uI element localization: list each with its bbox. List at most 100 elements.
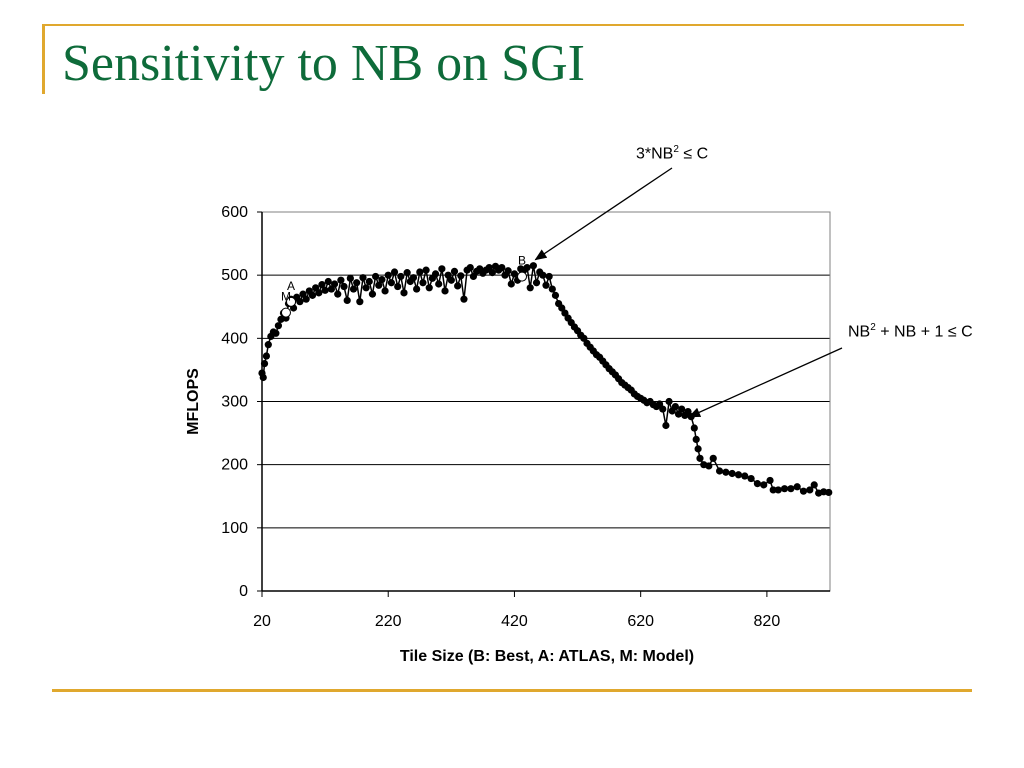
data-point	[324, 277, 332, 286]
data-point	[548, 285, 556, 293]
data-point	[296, 298, 304, 306]
data-point	[356, 298, 364, 306]
data-points	[258, 262, 833, 497]
x-axis-label: Tile Size (B: Best, A: ATLAS, M: Model)	[400, 648, 694, 665]
data-point	[659, 405, 667, 413]
data-point	[760, 481, 768, 489]
annotation-post: ≤ C	[678, 145, 709, 163]
data-point	[705, 462, 713, 470]
data-point	[529, 262, 537, 270]
data-point	[694, 445, 702, 453]
data-point	[741, 472, 749, 480]
data-point	[709, 454, 717, 462]
data-point	[321, 286, 329, 294]
data-point	[438, 265, 446, 273]
data-point	[696, 454, 704, 462]
data-point	[334, 290, 342, 298]
data-point	[272, 329, 280, 337]
data-point	[340, 282, 348, 291]
data-point	[394, 282, 402, 291]
data-point	[728, 469, 736, 478]
data-point	[362, 284, 370, 292]
data-point	[690, 424, 698, 432]
data-point	[747, 474, 755, 483]
data-point	[368, 290, 377, 298]
marker-point	[286, 296, 297, 307]
data-point	[318, 281, 326, 289]
data-point	[264, 341, 272, 349]
data-point	[375, 281, 383, 289]
data-point	[337, 276, 345, 284]
data-point	[780, 485, 789, 493]
data-point	[419, 279, 427, 287]
data-point	[353, 279, 361, 287]
data-point	[793, 483, 801, 491]
data-point	[372, 272, 380, 281]
title-accent-horizontal	[42, 24, 964, 26]
x-tick-label: 220	[375, 613, 402, 630]
data-point	[308, 291, 317, 299]
data-point	[378, 275, 386, 284]
data-point	[551, 291, 560, 299]
data-point	[454, 282, 462, 290]
data-point	[413, 285, 421, 293]
data-point	[259, 373, 267, 382]
data-point	[806, 486, 814, 494]
data-point	[359, 274, 367, 282]
annotation-post: + NB + 1 ≤ C	[875, 323, 973, 341]
data-point	[450, 267, 459, 275]
x-axis-ticks: 20 220 420 620 820	[253, 590, 830, 630]
data-point	[545, 272, 553, 281]
data-point	[769, 486, 777, 494]
annotation-model-constraint: NB2 + NB + 1 ≤ C	[848, 322, 973, 341]
data-point	[774, 486, 782, 494]
y-tick-label: 600	[221, 204, 248, 221]
data-point	[722, 468, 730, 476]
data-point	[460, 295, 468, 303]
annotation-arrow	[534, 167, 673, 261]
data-point	[678, 405, 686, 413]
annotation-sup: 2	[870, 322, 876, 333]
data-point	[665, 397, 673, 406]
marker-label: M	[281, 290, 291, 304]
data-point	[343, 296, 351, 305]
data-point	[425, 284, 433, 292]
data-point	[466, 263, 474, 272]
data-point	[447, 276, 455, 284]
data-point	[400, 289, 408, 297]
data-point	[260, 360, 269, 368]
data-point	[825, 488, 833, 497]
title-accent-vertical	[42, 24, 45, 94]
data-point	[346, 274, 354, 282]
data-point	[504, 267, 512, 275]
data-point	[365, 277, 373, 286]
data-point	[397, 272, 405, 281]
annotation-sup: 2	[673, 144, 679, 155]
data-point	[671, 402, 679, 411]
data-point	[349, 285, 358, 293]
y-tick-label: 0	[239, 583, 248, 600]
data-point	[315, 289, 323, 297]
data-point	[532, 279, 541, 287]
data-point	[507, 280, 515, 288]
y-axis-ticks: 0 100 200 300 400 500 600	[221, 204, 263, 600]
data-point	[488, 269, 496, 277]
y-tick-label: 300	[221, 394, 248, 411]
data-point	[409, 274, 418, 282]
data-point	[753, 480, 762, 488]
data-point	[431, 270, 440, 278]
annotation-pre: 3*NB	[636, 145, 674, 163]
marker-label: A	[287, 279, 295, 293]
data-point	[799, 487, 808, 495]
data-point	[692, 435, 700, 443]
data-point	[390, 268, 399, 276]
data-point	[381, 287, 389, 295]
y-tick-label: 400	[221, 330, 248, 347]
data-point	[787, 485, 795, 493]
data-point	[662, 421, 670, 430]
bottom-rule	[52, 689, 972, 692]
data-point	[510, 270, 519, 278]
data-point	[262, 352, 271, 360]
annotation-arrows	[534, 167, 843, 418]
